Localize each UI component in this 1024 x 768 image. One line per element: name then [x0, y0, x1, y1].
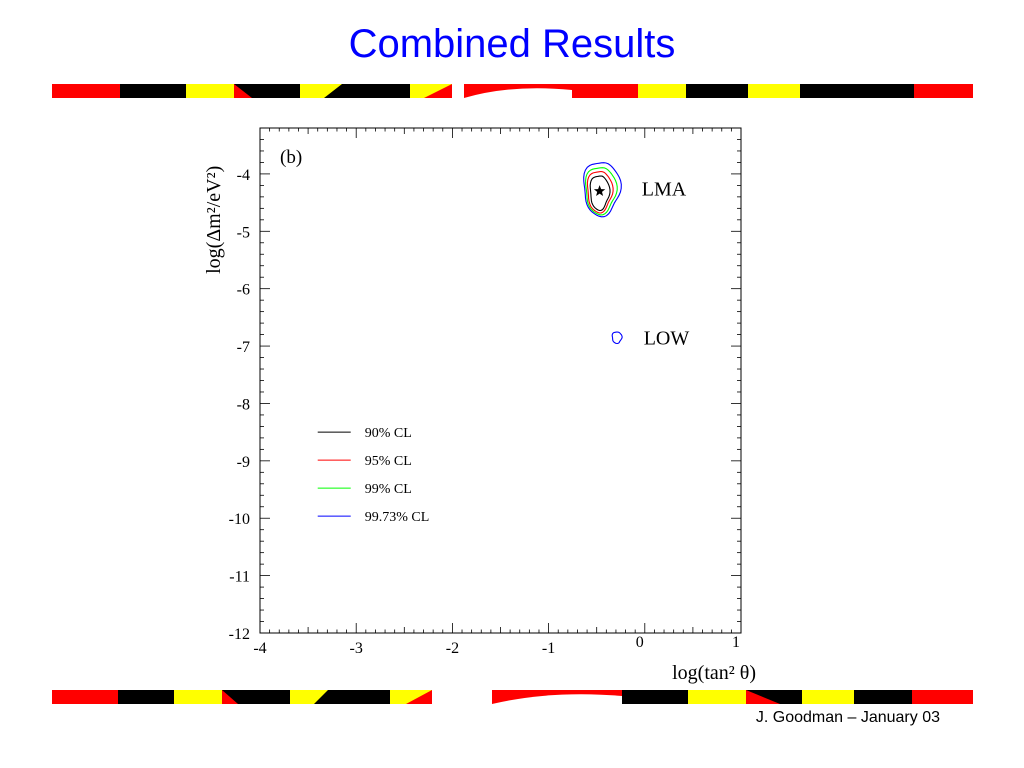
contour-low-9973 — [611, 331, 623, 345]
legend-entry: 99.73% CL — [365, 510, 430, 525]
legend-entry: 95% CL — [365, 454, 412, 469]
x-tick-label: -1 — [542, 640, 555, 657]
region-label-lma: LMA — [642, 178, 687, 200]
x-tick-label: 0 — [636, 634, 644, 651]
decorative-stripe-bottom — [52, 690, 973, 704]
contour-lma-99 — [585, 167, 618, 216]
legend-entry: 99% CL — [365, 482, 412, 497]
y-tick-label: -9 — [237, 454, 250, 471]
legend-entry: 90% CL — [365, 426, 412, 441]
decorative-stripe-top — [52, 84, 973, 98]
y-tick-label: -10 — [229, 511, 250, 528]
y-axis-label: log(Δm²/eV²) — [203, 166, 225, 274]
plot-frame — [259, 127, 742, 634]
contour-lma-9973 — [583, 162, 622, 218]
y-tick-label: -5 — [237, 224, 250, 241]
y-tick-label: -11 — [229, 569, 250, 586]
best-fit-star — [593, 185, 606, 196]
y-tick-label: -4 — [237, 167, 250, 184]
y-tick-label: -8 — [237, 396, 250, 413]
slide-title: Combined Results — [348, 22, 676, 66]
panel-label: (b) — [280, 147, 302, 168]
region-label-low: LOW — [644, 327, 690, 349]
footer-credit: J. Goodman – January 03 — [755, 709, 940, 726]
contour-lma-90 — [589, 175, 611, 212]
contour-plot: -4 -3 -2 -1 0 1-12-11-10-9-8-7-6-5-4log(tan² … — [203, 127, 756, 684]
x-tick-label: 1 — [732, 634, 740, 651]
x-tick-label: -4 — [253, 640, 266, 657]
y-tick-label: -12 — [229, 626, 250, 643]
x-axis-label: log(tan² θ) — [672, 662, 756, 684]
contour-lma-95 — [586, 170, 614, 214]
x-tick-label: -3 — [350, 640, 363, 657]
y-tick-label: -7 — [237, 339, 250, 356]
y-tick-label: -6 — [237, 282, 250, 299]
x-tick-label: -2 — [446, 640, 459, 657]
